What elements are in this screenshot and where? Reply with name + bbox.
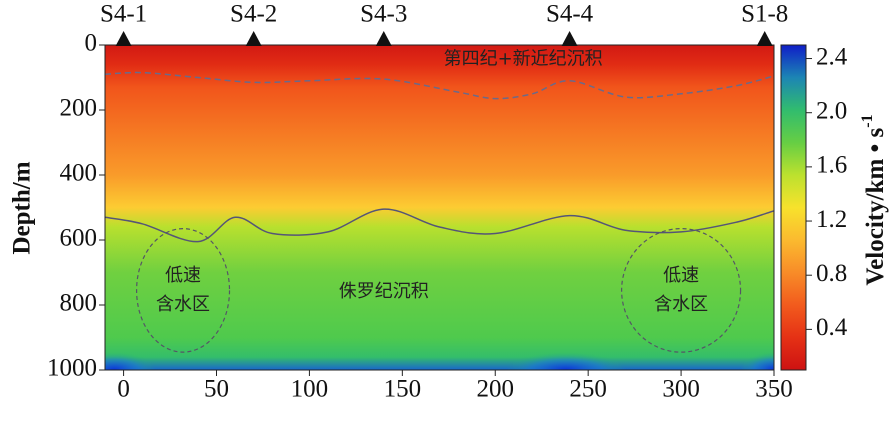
low-velocity-ellipses: [135, 228, 742, 353]
annotation-jurassic: 侏罗纪沉积: [339, 281, 429, 302]
annotation-low-left-1: 低速: [165, 265, 201, 286]
annotation-low-right-2: 含水区: [654, 294, 708, 315]
station-marker-2: [375, 31, 392, 46]
annotation-low-right-1: 低速: [663, 265, 699, 286]
x-tick-label-2: 100: [291, 376, 329, 403]
station-label-4: S1-8: [741, 1, 788, 28]
quaternary-boundary-line: [105, 71, 774, 100]
station-label-3: S4-4: [546, 1, 594, 28]
x-axis: 0 50 100 150 200 250 300 350: [117, 370, 793, 403]
colorbar-tick-label-3: 1.6: [816, 152, 847, 179]
low-velocity-ellipse-1: [621, 228, 742, 353]
station-label-1: S4-2: [230, 1, 277, 28]
x-tick-label-3: 150: [384, 376, 422, 403]
colorbar-tick-label-4: 2.0: [816, 97, 847, 124]
x-tick-label-1: 50: [204, 376, 229, 403]
y-tick-label-3: 600: [60, 225, 98, 252]
x-tick-label-4: 200: [477, 376, 515, 403]
jurassic-boundary-line: [105, 208, 774, 243]
colorbar-gradient-bar: [780, 44, 807, 371]
colorbar-tick-label-1: 0.8: [816, 260, 847, 287]
station-marker-0: [115, 31, 132, 46]
station-label-0: S4-1: [100, 1, 147, 28]
annotation-quaternary: 第四纪+新近纪沉积: [444, 49, 603, 70]
deep-zone-0: [105, 352, 156, 370]
annotation-low-left-2: 含水区: [156, 294, 210, 315]
y-tick-label-5: 1000: [47, 355, 97, 382]
colorbar-tick-label-2: 1.2: [816, 206, 847, 233]
colorbar-tick-label-0: 0.4: [816, 314, 848, 341]
velocity-field: [105, 45, 774, 370]
y-axis-title: Depth/m: [9, 161, 36, 254]
station-marker-3: [561, 31, 578, 46]
colorbar-title: Velocity/km • s-1: [859, 114, 889, 285]
low-velocity-ellipse-0: [135, 228, 231, 353]
station-marker-1: [245, 31, 262, 46]
y-axis: 0 200 400 600 800 1000: [47, 30, 105, 382]
colorbar-ticks: 0.4 0.8 1.2 1.6 2.0 2.4: [806, 43, 848, 341]
station-label-2: S4-3: [360, 1, 407, 28]
colorbar-title-main: Velocity/km • s: [862, 127, 889, 285]
plot-area: [105, 45, 774, 370]
y-tick-label-4: 800: [60, 290, 98, 317]
deep-zone-2: [740, 352, 774, 370]
x-tick-label-7: 350: [755, 376, 793, 403]
x-tick-label-0: 0: [117, 376, 130, 403]
x-tick-label-5: 250: [569, 376, 607, 403]
colorbar: 0.4 0.8 1.2 1.6 2.0 2.4 Velocity/km • s-1: [780, 43, 889, 371]
deep-zone-1: [506, 352, 626, 370]
plot-frame: [104, 44, 775, 371]
y-tick-label-2: 400: [60, 160, 98, 187]
colorbar-tick-label-5: 2.4: [816, 43, 848, 70]
stations: S4-1 S4-2 S4-3 S4-4 S1-8: [100, 1, 788, 46]
y-tick-label-1: 200: [60, 95, 98, 122]
colorbar-title-superscript: -1: [859, 114, 876, 127]
x-tick-label-6: 300: [662, 376, 700, 403]
station-marker-4: [756, 31, 773, 46]
y-tick-label-0: 0: [85, 30, 98, 57]
deep-high-velocity-zones: [105, 352, 774, 370]
